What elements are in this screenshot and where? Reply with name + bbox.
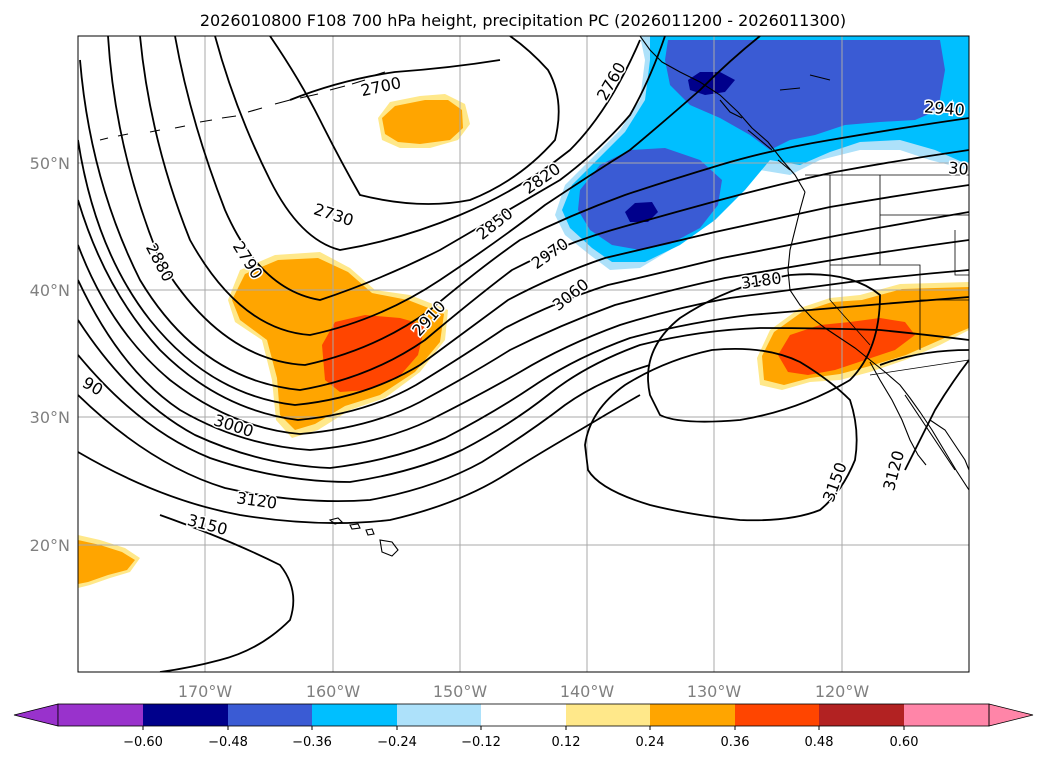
colorbar-extend-high (988, 703, 1034, 727)
state-borders (829, 175, 969, 376)
neg-anomaly-region-036-north (665, 40, 945, 150)
pos-anomaly-region-036-east (778, 318, 915, 375)
colorbar-swatch-3 (312, 704, 397, 726)
lat-label-50n: 50°N (30, 154, 70, 173)
colorbar-swatch-7 (650, 704, 735, 726)
colorbar: −0.60 −0.48 −0.36 −0.24 −0.12 0.12 0.24 … (13, 703, 1034, 750)
hawaii-islands (328, 517, 399, 557)
lon-label-140w: 140°W (560, 682, 615, 701)
contour-2820 (139, 36, 761, 336)
contour-3030 (78, 296, 969, 469)
colorbar-tick-label: 0.24 (636, 735, 665, 750)
colorbar-tick-label: 0.60 (890, 735, 919, 750)
contour-2730 (269, 36, 560, 205)
colorbar-ticks (142, 726, 905, 730)
contour-2970 (78, 239, 969, 435)
colorbar-swatch-1 (143, 704, 228, 726)
contour-2910 (78, 139, 969, 406)
map-panel: 2700 2760 2730 2820 2850 2880 2790 2970 … (78, 36, 969, 672)
lat-label-30n: 30°N (30, 408, 70, 427)
contour-2790 (174, 36, 666, 301)
map-frame (77, 35, 970, 673)
colorbar-tick-label: −0.12 (461, 735, 501, 750)
colorbar-tick-label: 0.12 (552, 735, 581, 750)
colorbar-swatch-8 (735, 704, 819, 726)
pos-anomaly-region-036-central (322, 315, 425, 392)
pos-anomaly-region-024-southwest (78, 540, 135, 584)
contour-3150 (159, 514, 295, 672)
bc-islands (719, 74, 831, 171)
contour-3180-high (647, 273, 881, 423)
neg-anomaly-region-048-b (625, 202, 658, 222)
contour-2850 (107, 36, 969, 366)
lon-label-130w: 130°W (687, 682, 742, 701)
contour-3120 (78, 394, 641, 524)
colorbar-tick-label: 0.36 (721, 735, 750, 750)
contour-3150-east (584, 347, 858, 522)
colorbar-tick-label: −0.24 (377, 735, 417, 750)
colorbar-extend-low (13, 703, 59, 727)
lon-label-170w: 170°W (178, 682, 233, 701)
contour-3180-east (879, 349, 969, 366)
lon-label-150w: 150°W (433, 682, 488, 701)
mexico-mainland (929, 419, 969, 471)
contour-2940 (78, 199, 969, 421)
contour-2880 (79, 59, 969, 391)
map-title: 2026010800 F108 700 hPa height, precipit… (200, 11, 846, 30)
contour-3090 (78, 364, 651, 503)
colorbar-tick-labels: −0.60 −0.48 −0.36 −0.24 −0.12 0.12 0.24 … (123, 735, 918, 750)
colorbar-swatch-2 (228, 704, 312, 726)
contour-3000 (78, 269, 969, 451)
lat-label-20n: 20°N (30, 536, 70, 555)
latitude-labels: 50°N 40°N 30°N 20°N (30, 154, 70, 555)
colorbar-swatch-4 (397, 704, 481, 726)
gridlines (78, 36, 969, 672)
colorbar-swatch-10 (904, 704, 989, 726)
alaska-coast (639, 36, 806, 193)
contour-3120-east (904, 359, 969, 471)
baja-california (869, 361, 956, 471)
contour-2700 (289, 59, 501, 101)
longitude-labels: 170°W 160°W 150°W 140°W 130°W 120°W (178, 682, 870, 701)
pos-anomaly-region-024-north (382, 100, 463, 144)
colorbar-tick-label: 0.48 (805, 735, 834, 750)
neg-anomaly-region-036-south (578, 148, 722, 250)
coastlines (99, 36, 969, 557)
colorbar-swatch-9 (819, 704, 904, 726)
contour-label-2940: 2940 (923, 97, 965, 119)
colorbar-frame (57, 703, 990, 727)
west-coast (787, 191, 969, 491)
colorbar-tick-label: −0.36 (292, 735, 332, 750)
lon-label-120w: 120°W (815, 682, 870, 701)
colorbar-swatch-6 (566, 704, 650, 726)
height-contours (78, 36, 969, 672)
contour-label-30: 30 (948, 158, 970, 179)
colorbar-swatch-5 (481, 704, 566, 726)
lon-label-160w: 160°W (306, 682, 361, 701)
colorbar-tick-label: −0.48 (208, 735, 248, 750)
contour-2760 (214, 36, 641, 251)
contour-3060 (78, 327, 969, 483)
lat-label-40n: 40°N (30, 281, 70, 300)
colorbar-swatch-0 (58, 704, 143, 726)
colorbar-tick-label: −0.60 (123, 735, 163, 750)
